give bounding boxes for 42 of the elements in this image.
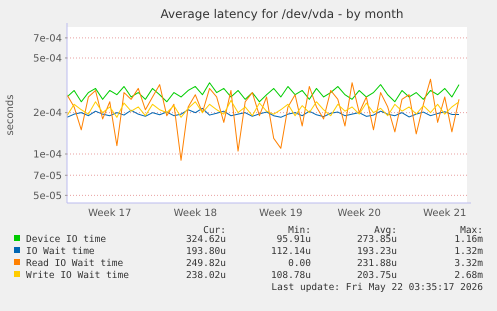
- legend-label: IO Wait time: [26, 246, 95, 257]
- text: 3.32m: [454, 258, 484, 269]
- x-tick-label: Week 18: [174, 208, 217, 219]
- text: Avg:: [374, 225, 397, 236]
- text: 324.62u: [186, 234, 226, 245]
- text: 231.88u: [356, 258, 397, 269]
- text: 112.14u: [270, 246, 311, 257]
- chart-title: Average latency for /dev/vda - by month: [160, 7, 404, 21]
- text: 203.75u: [356, 270, 397, 281]
- line-series: [66, 108, 460, 118]
- x-tick-label: Week 19: [259, 208, 302, 219]
- text: 0.00: [288, 258, 312, 269]
- legend-label: Read IO Wait time: [26, 258, 124, 269]
- text: 1.16m: [454, 234, 484, 245]
- x-tick-label: Week 21: [423, 208, 466, 219]
- y-tick-label: 7e-05: [33, 170, 62, 182]
- y-tick-label: 1e-04: [33, 150, 62, 161]
- line-series: [66, 100, 460, 118]
- y-tick-label: 5e-04: [33, 53, 62, 64]
- text: 108.78u: [270, 270, 311, 281]
- text: 193.80u: [186, 246, 226, 257]
- text: 238.02u: [186, 270, 226, 281]
- line-series: [66, 82, 460, 102]
- text: 1.32m: [454, 246, 484, 257]
- legend-label: Device IO time: [26, 234, 106, 245]
- text: 193.23u: [356, 246, 397, 257]
- x-tick-label: Week 17: [88, 208, 132, 219]
- y-axis-title: seconds: [5, 94, 16, 136]
- y-tick-label: 7e-04: [33, 33, 62, 44]
- line-series: [66, 78, 460, 161]
- text: 273.85u: [356, 234, 397, 245]
- text: Cur:: [203, 225, 226, 236]
- y-tick-label: 5e-05: [33, 190, 62, 202]
- legend-label: Write IO Wait time: [26, 270, 130, 281]
- text: Min:: [288, 225, 311, 236]
- y-tick-label: 2e-04: [33, 108, 62, 120]
- text: 95.91u: [276, 234, 311, 245]
- x-tick-label: Week 20: [338, 208, 381, 219]
- text: Last update: Fri May 22 03:35:17 2026: [271, 282, 484, 293]
- text: 2.68m: [454, 270, 484, 281]
- text: 249.82u: [186, 258, 226, 269]
- text: Max:: [460, 225, 483, 236]
